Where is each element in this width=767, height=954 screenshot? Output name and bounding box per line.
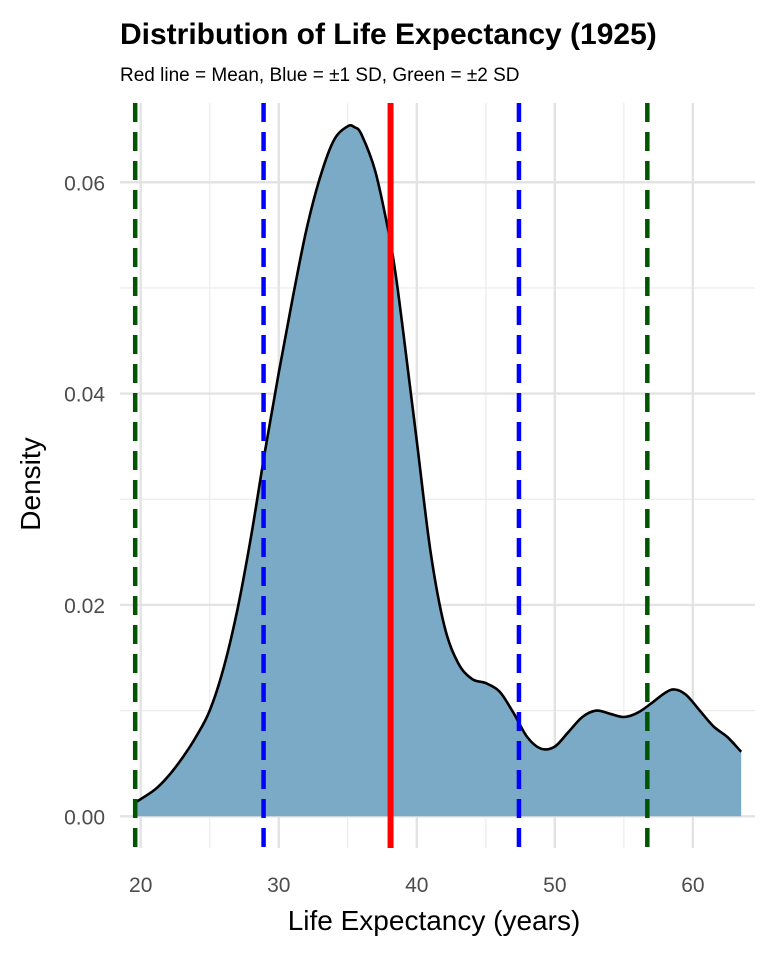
y-tick-label: 0.00 — [64, 806, 105, 829]
reference-lines — [132, 103, 650, 848]
density-area — [135, 125, 742, 817]
y-tick-label: 0.02 — [64, 595, 105, 618]
y-axis-label: Density — [15, 437, 46, 530]
y-tick-label: 0.04 — [64, 384, 105, 407]
y-tick-label: 0.06 — [64, 172, 105, 195]
chart-title: Distribution of Life Expectancy (1925) — [120, 18, 657, 51]
x-tick-label: 50 — [543, 874, 566, 897]
x-tick-label: 40 — [405, 874, 428, 897]
x-tick-label: 30 — [267, 874, 290, 897]
density-curve — [134, 123, 743, 804]
x-tick-label: 60 — [681, 874, 704, 897]
density-area-group — [134, 123, 743, 817]
tick-labels: 20 30 40 50 60 0.00 0.02 0.04 0.06 — [64, 172, 704, 897]
chart-subtitle: Red line = Mean, Blue = ±1 SD, Green = ±… — [120, 65, 519, 86]
x-tick-label: 20 — [129, 874, 152, 897]
x-axis-label: Life Expectancy (years) — [288, 905, 581, 936]
